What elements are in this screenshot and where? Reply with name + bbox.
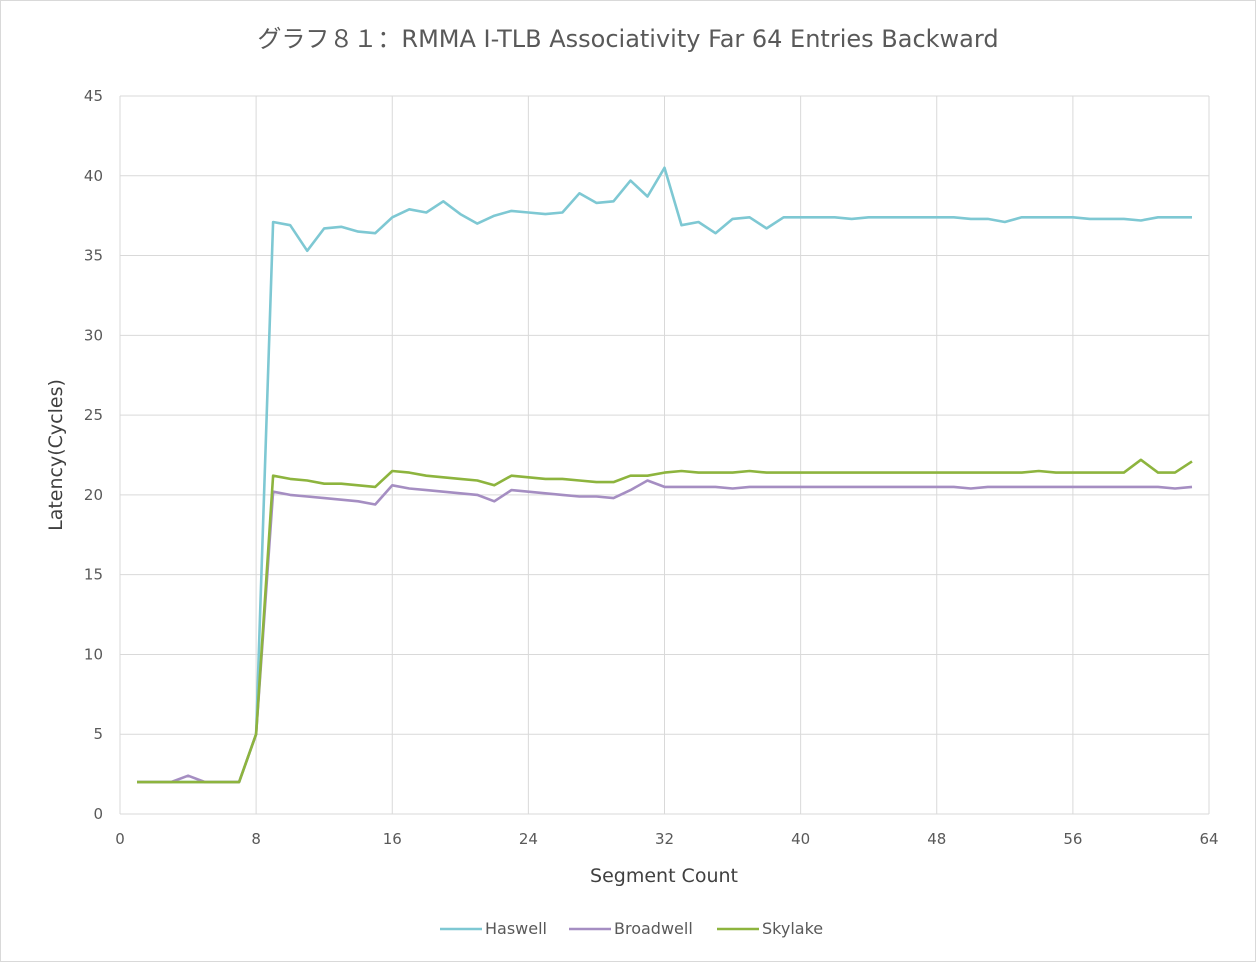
y-axis-title: Latency(Cycles) — [45, 379, 67, 531]
y-tick-label: 35 — [84, 247, 103, 265]
y-axis-ticks: 0 5 10 15 20 25 30 35 40 45 — [84, 87, 103, 823]
legend: Haswell Broadwell Skylake — [440, 919, 823, 938]
legend-label: Haswell — [485, 919, 547, 938]
x-tick-label: 48 — [927, 830, 946, 848]
y-tick-label: 15 — [84, 566, 103, 584]
legend-label: Broadwell — [614, 919, 693, 938]
x-tick-label: 24 — [519, 830, 538, 848]
y-tick-label: 30 — [84, 326, 103, 344]
series-line-haswell — [137, 166, 1192, 784]
x-axis-title: Segment Count — [590, 865, 738, 887]
y-tick-label: 45 — [84, 87, 103, 105]
series-line-broadwell — [137, 479, 1193, 784]
y-tick-label: 0 — [93, 805, 103, 823]
chart-title: グラフ８１：RMMA I-TLB Associativity Far 64 En… — [257, 25, 998, 53]
y-tick-label: 40 — [84, 167, 103, 185]
x-tick-label: 56 — [1063, 830, 1082, 848]
y-tick-label: 20 — [84, 486, 103, 504]
series-line-skylake — [137, 458, 1193, 784]
x-tick-label: 40 — [791, 830, 810, 848]
x-axis-ticks: 0 8 16 24 32 40 48 56 64 — [115, 830, 1218, 848]
series-lines — [137, 166, 1193, 784]
y-tick-label: 5 — [93, 725, 103, 743]
x-tick-label: 64 — [1199, 830, 1218, 848]
gridlines — [119, 95, 1210, 815]
x-tick-label: 32 — [655, 830, 674, 848]
x-tick-label: 0 — [115, 830, 125, 848]
x-tick-label: 16 — [383, 830, 402, 848]
legend-label: Skylake — [762, 919, 823, 938]
x-tick-label: 8 — [251, 830, 261, 848]
y-tick-label: 10 — [84, 645, 103, 663]
y-tick-label: 25 — [84, 406, 103, 424]
